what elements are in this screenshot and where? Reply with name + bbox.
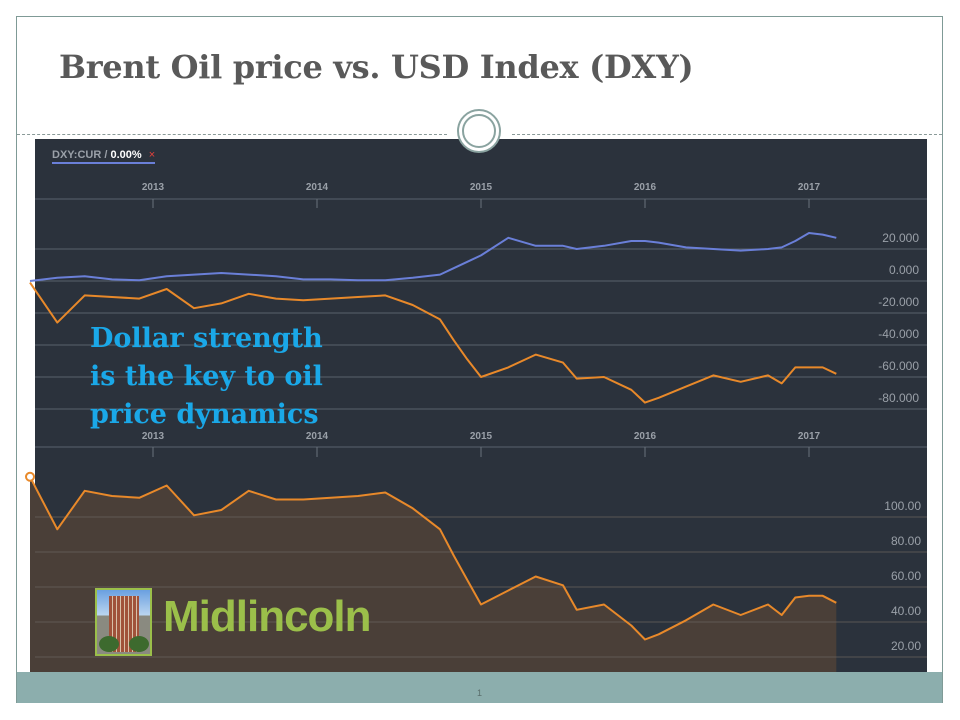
y-tick-label: -80.000 [878, 391, 919, 405]
annotation-text: Dollar strength is the key to oil price … [90, 320, 323, 434]
divider-ring-ornament [457, 109, 501, 153]
logo-text: Midlincoln [163, 592, 372, 641]
start-point-marker [25, 471, 35, 482]
x-tick-label: 2013 [142, 182, 165, 193]
x-tick-label: 2014 [306, 431, 329, 442]
logo-building-image [95, 588, 152, 656]
legend-dxy[interactable]: DXY:CUR / 0.00% × [52, 149, 156, 164]
divider-left [17, 134, 447, 135]
brent-change-line [29, 282, 837, 404]
brent-price-area [30, 476, 837, 672]
slide-footer: 1 [17, 672, 942, 703]
y-tick-label: 60.00 [891, 569, 921, 583]
legend-change: 0.00% [110, 149, 142, 161]
y-tick-label: 0.000 [889, 263, 919, 277]
x-tick-label: 2014 [306, 182, 329, 193]
y-tick-label: 80.00 [891, 534, 921, 548]
x-tick-label: 2017 [798, 431, 821, 442]
y-tick-label: 100.00 [884, 499, 921, 513]
y-tick-label: -60.000 [878, 359, 919, 373]
brent-price-line [29, 476, 837, 641]
x-tick-label: 2017 [798, 182, 821, 193]
close-icon[interactable]: × [148, 149, 156, 161]
dxy-line [29, 232, 837, 282]
annotation-line: Dollar strength [90, 323, 323, 354]
annotation-line: is the key to oil [90, 361, 323, 392]
divider-right [512, 134, 942, 135]
annotation-line: price dynamics [90, 399, 319, 430]
y-tick-label: 40.00 [891, 604, 921, 618]
x-tick-label: 2015 [470, 182, 493, 193]
x-tick-label: 2015 [470, 431, 493, 442]
y-tick-label: -40.000 [878, 327, 919, 341]
x-tick-label: 2016 [634, 431, 657, 442]
x-tick-label: 2016 [634, 182, 657, 193]
slide-title: Brent Oil price vs. USD Index (DXY) [59, 48, 694, 86]
y-tick-label: 20.00 [891, 639, 921, 653]
x-tick-label: 2013 [142, 431, 165, 442]
page-number: 1 [476, 688, 482, 698]
legend-symbol: DXY:CUR / [52, 149, 108, 161]
y-tick-label: -20.000 [878, 295, 919, 309]
y-tick-label: 20.000 [882, 231, 919, 245]
